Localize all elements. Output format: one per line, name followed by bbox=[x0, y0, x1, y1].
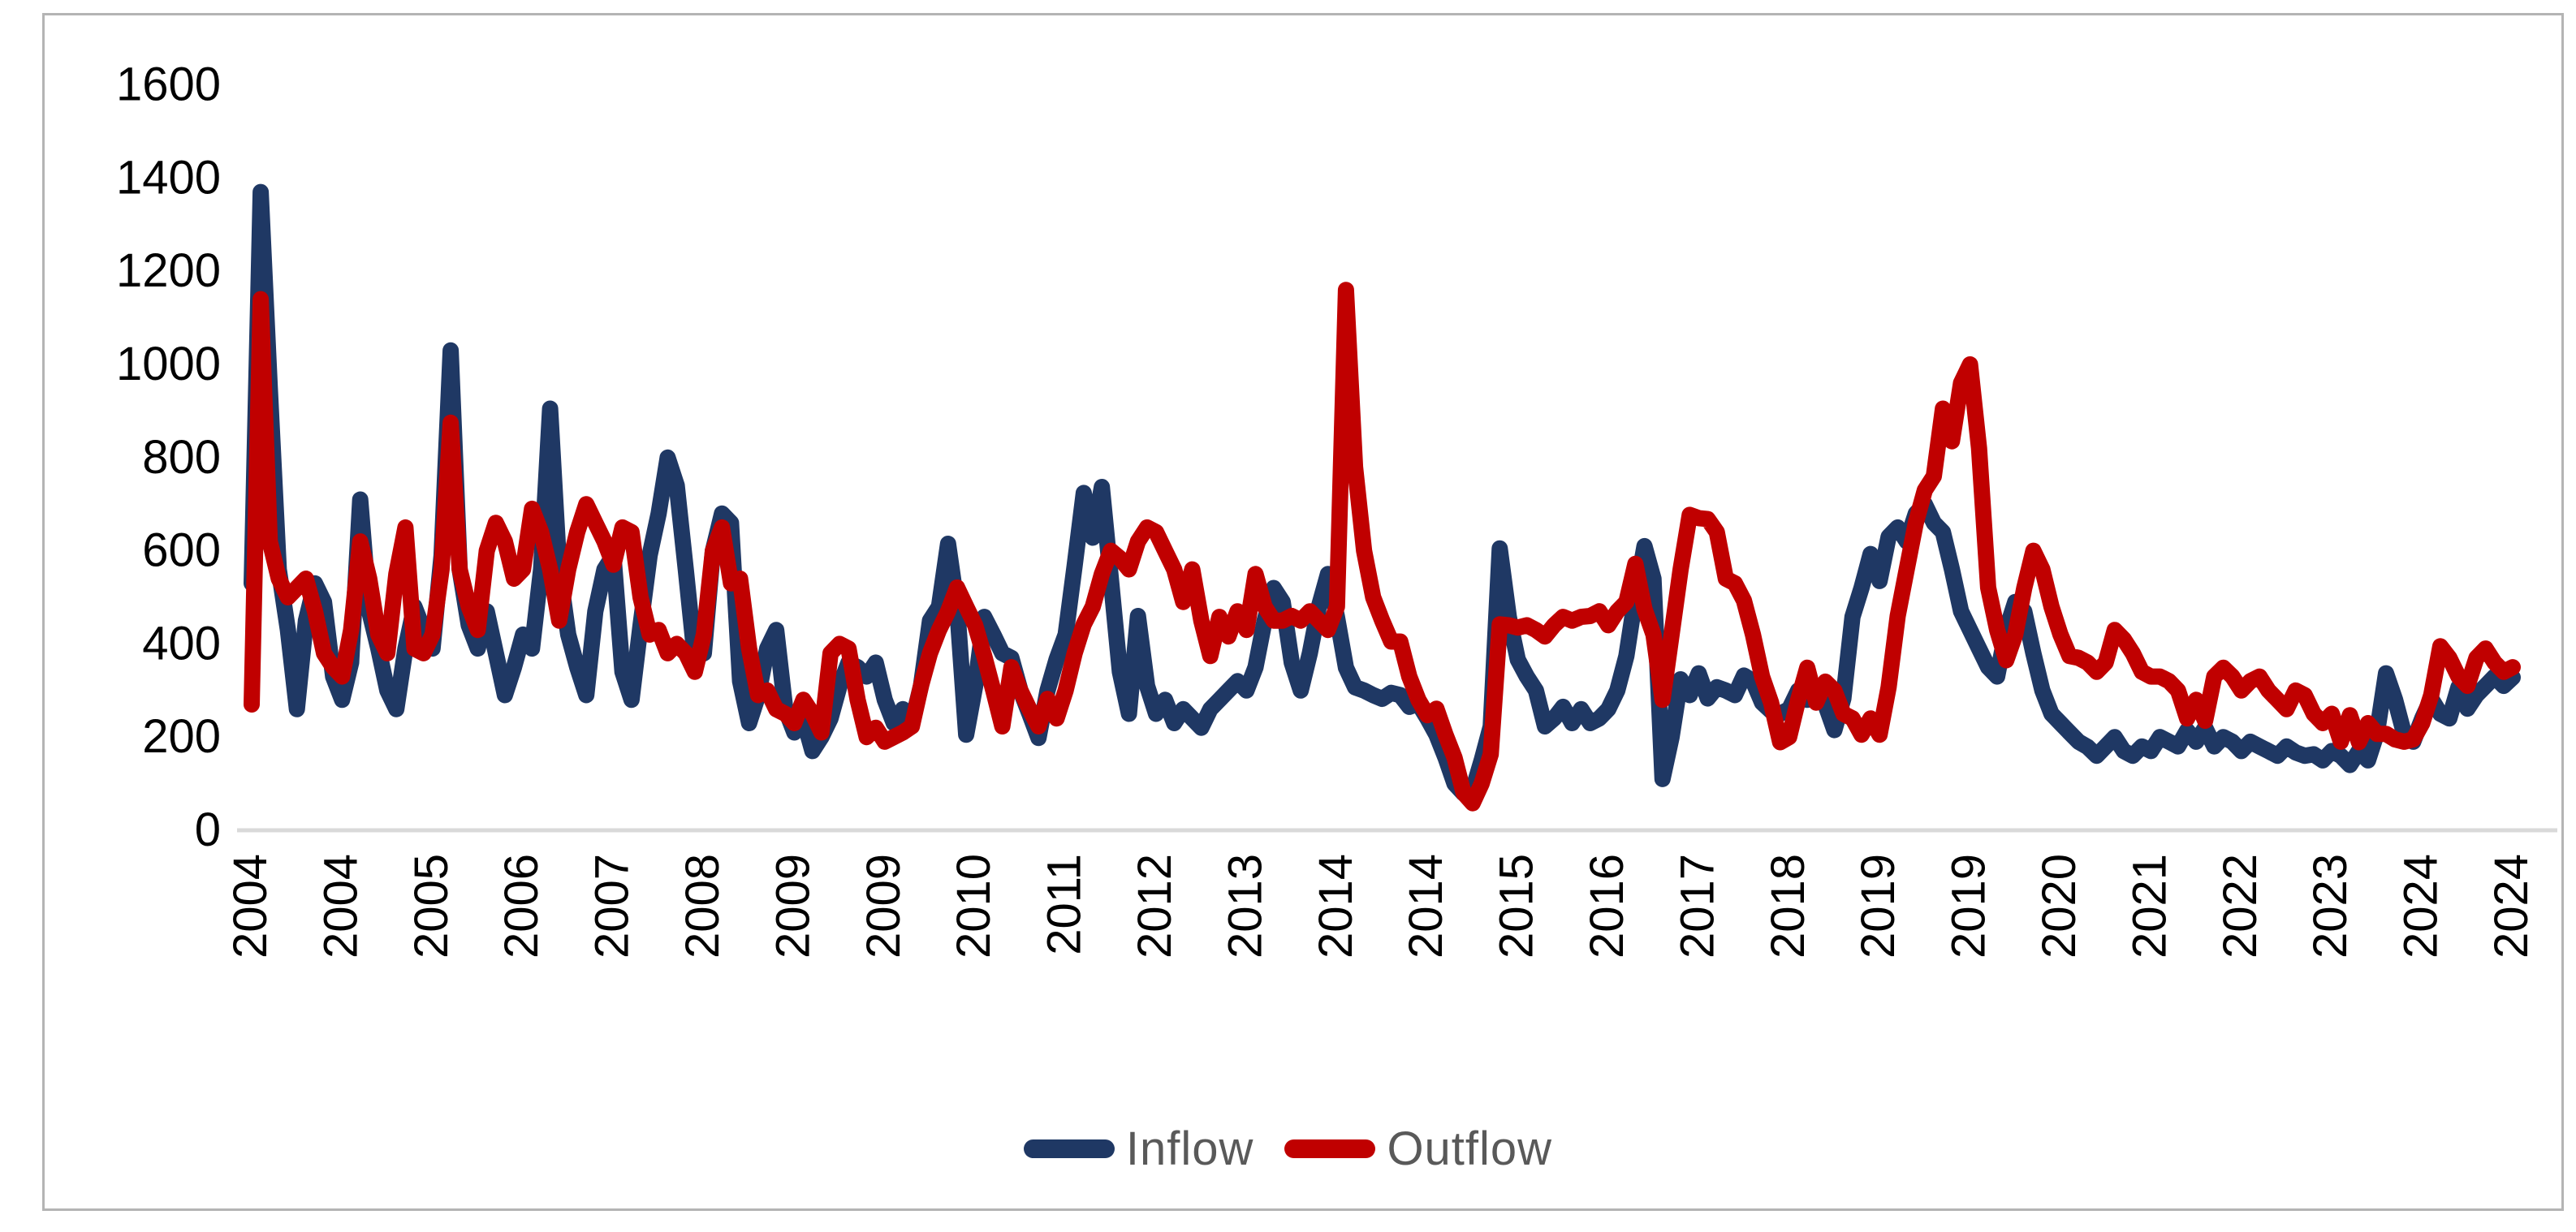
x-axis-tick-label: 2007 bbox=[586, 854, 639, 958]
y-axis-tick-label: 200 bbox=[142, 710, 221, 763]
x-axis-tick-label: 2004 bbox=[224, 854, 277, 958]
y-axis-tick-label: 1600 bbox=[116, 58, 221, 111]
x-axis-tick-label: 2005 bbox=[405, 854, 458, 958]
legend-item-outflow[interactable]: Outflow bbox=[1284, 1122, 1552, 1176]
chart-legend[interactable]: Inflow Outflow bbox=[0, 1122, 2576, 1176]
outflow-series-line[interactable] bbox=[244, 282, 2521, 812]
x-axis-tick-label: 2006 bbox=[495, 854, 548, 958]
x-axis-tick-label: 2024 bbox=[2395, 854, 2448, 958]
legend-item-inflow[interactable]: Inflow bbox=[1023, 1122, 1254, 1176]
inflow-line-swatch-icon bbox=[1023, 1139, 1115, 1158]
y-axis-tick-label: 1200 bbox=[116, 244, 221, 297]
y-axis-tick-label: 400 bbox=[142, 617, 221, 670]
x-axis-tick-label: 2014 bbox=[1310, 854, 1362, 958]
x-axis-tick-label: 2017 bbox=[1671, 854, 1724, 958]
x-axis-tick-label: 2023 bbox=[2304, 854, 2357, 958]
legend-label-outflow: Outflow bbox=[1387, 1122, 1553, 1175]
inflow-series-line[interactable] bbox=[244, 183, 2521, 802]
outflow-line-swatch-icon bbox=[1284, 1139, 1376, 1158]
x-axis-tick-label: 2014 bbox=[1400, 854, 1452, 958]
legend-label-inflow: Inflow bbox=[1125, 1122, 1254, 1175]
x-axis-tick-label: 2018 bbox=[1762, 854, 1814, 958]
x-axis-tick-label: 2015 bbox=[1491, 854, 1543, 958]
y-axis-tick-label: 600 bbox=[142, 524, 221, 577]
x-axis-tick-label: 2020 bbox=[2033, 854, 2086, 958]
y-axis-tick-label: 1000 bbox=[116, 338, 221, 390]
x-axis-tick-label: 2008 bbox=[676, 854, 729, 958]
x-axis-tick-label: 2009 bbox=[857, 854, 910, 958]
x-axis-tick-label: 2024 bbox=[2485, 854, 2538, 958]
x-axis-tick-label: 2009 bbox=[766, 854, 819, 958]
y-axis-tick-label: 1400 bbox=[116, 151, 221, 204]
y-axis-tick-label: 800 bbox=[142, 431, 221, 484]
x-axis-tick-label: 2016 bbox=[1581, 854, 1633, 958]
y-axis-tick-label: 0 bbox=[195, 803, 221, 856]
x-axis-tick-label: 2004 bbox=[314, 854, 367, 958]
x-axis-tick-label: 2010 bbox=[947, 854, 1000, 958]
x-axis-tick-label: 2012 bbox=[1128, 854, 1181, 958]
x-axis-tick-label: 2022 bbox=[2214, 854, 2267, 958]
x-axis-tick-label: 2013 bbox=[1219, 854, 1271, 958]
x-axis-tick-label: 2019 bbox=[1852, 854, 1905, 958]
x-axis-tick-label: 2021 bbox=[2123, 854, 2176, 958]
x-axis-tick-label: 2011 bbox=[1038, 854, 1091, 955]
x-axis-tick-label: 2019 bbox=[1943, 854, 1996, 958]
